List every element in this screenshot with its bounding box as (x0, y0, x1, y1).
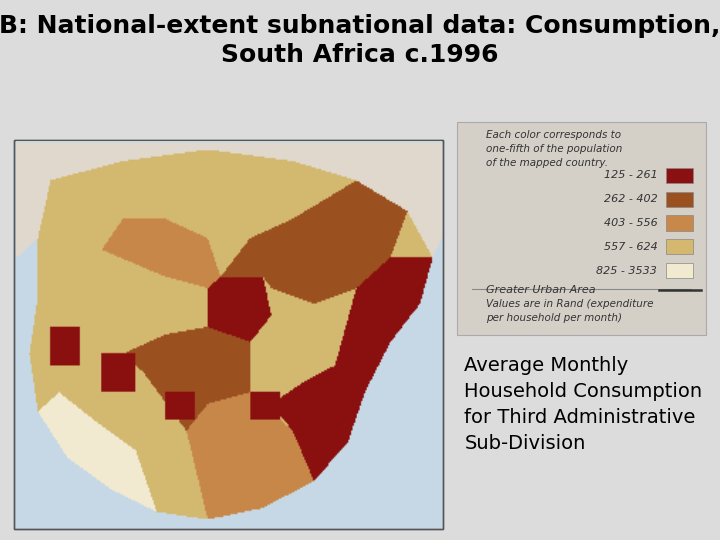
Text: 403 - 556: 403 - 556 (603, 218, 657, 228)
Bar (666, 215, 693, 231)
Bar (457, 122, 706, 335)
Bar (666, 192, 693, 207)
Bar (14, 140, 443, 529)
Bar (666, 239, 693, 254)
Text: MOZAMBIQUE: MOZAMBIQUE (271, 169, 315, 174)
Text: ZAMBIA: ZAMBIA (58, 332, 81, 338)
Text: km: km (27, 522, 36, 527)
Text: Values are in Rand (expenditure
per household per month): Values are in Rand (expenditure per hous… (486, 299, 654, 322)
Text: ZIMBABWE: ZIMBABWE (126, 161, 160, 166)
Text: 557 - 624: 557 - 624 (603, 242, 657, 252)
Bar (666, 168, 693, 183)
Text: 0      20      40: 0 20 40 (23, 508, 61, 512)
Text: NAMIBIA: NAMIBIA (49, 390, 76, 396)
Text: B: National-extent subnational data: Consumption,: B: National-extent subnational data: Con… (0, 14, 720, 37)
Text: 262 - 402: 262 - 402 (603, 194, 657, 204)
Text: NAMIBIA: NAMIBIA (58, 262, 84, 267)
Text: Cape Town: Cape Town (36, 476, 73, 482)
Bar (666, 263, 693, 278)
Text: ----Durban: ----Durban (336, 390, 372, 396)
Text: Average Monthly
Household Consumption
for Third Administrative
Sub-Division: Average Monthly Household Consumption fo… (464, 356, 703, 453)
Bar (14, 140, 443, 529)
Text: Each color corresponds to
one-fifth of the population
of the mapped country.: Each color corresponds to one-fifth of t… (486, 130, 622, 167)
Text: Greater Urban Area: Greater Urban Area (486, 285, 595, 295)
Text: 125 - 261: 125 - 261 (603, 171, 657, 180)
Text: Johannesburg & Pretoria-Tshwane: Johannesburg & Pretoria-Tshwane (113, 183, 241, 192)
Text: South Africa c.1996: South Africa c.1996 (221, 43, 499, 67)
Text: 825 - 3533: 825 - 3533 (596, 266, 657, 275)
